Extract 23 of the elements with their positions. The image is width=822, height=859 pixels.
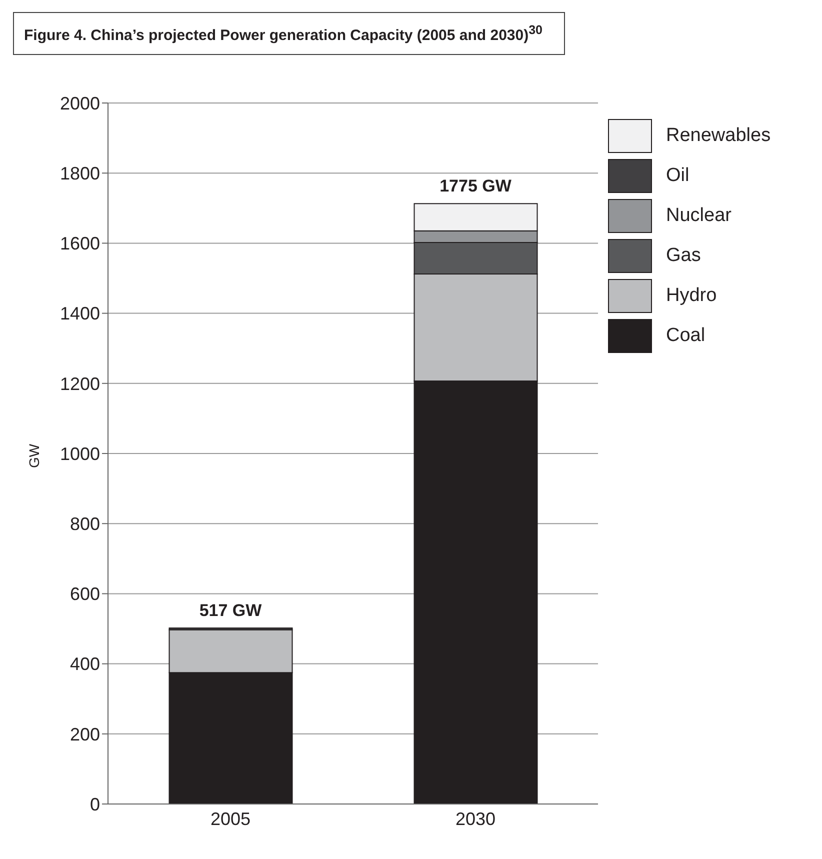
annotation: 1775 GW [440, 176, 512, 196]
legend-label: Coal [666, 325, 706, 347]
y-tick-label: 400 [70, 654, 100, 674]
chart-title: Figure 4. China’s projected Power generation Capacity (2005 and 2030)$^{30}$ [24, 23, 543, 44]
legend-label: Renewables [666, 125, 771, 147]
legend-label: Hydro [666, 285, 717, 307]
legend-label: Nuclear [666, 205, 732, 227]
y-tick-label: 1800 [60, 163, 100, 184]
y-tick-label: 1400 [60, 304, 100, 324]
x-tick-label: 2005 [210, 808, 251, 829]
y-tick-label: 1600 [60, 234, 100, 254]
y-tick-label: 2000 [60, 93, 100, 114]
y-tick-label: 1200 [60, 374, 100, 394]
annotation: 517 GW [199, 601, 263, 620]
y-tick-label: 1000 [60, 444, 100, 464]
y-tick-label: 800 [70, 514, 100, 534]
legend-label: Oil [666, 165, 690, 187]
y-axis-title: GW [26, 444, 42, 468]
y-tick-label: 0 [90, 794, 100, 814]
x-tick-label: 2030 [455, 808, 496, 829]
y-tick-label: 200 [70, 724, 100, 744]
y-tick-label: 600 [70, 584, 100, 604]
legend-label: Gas [666, 245, 701, 267]
